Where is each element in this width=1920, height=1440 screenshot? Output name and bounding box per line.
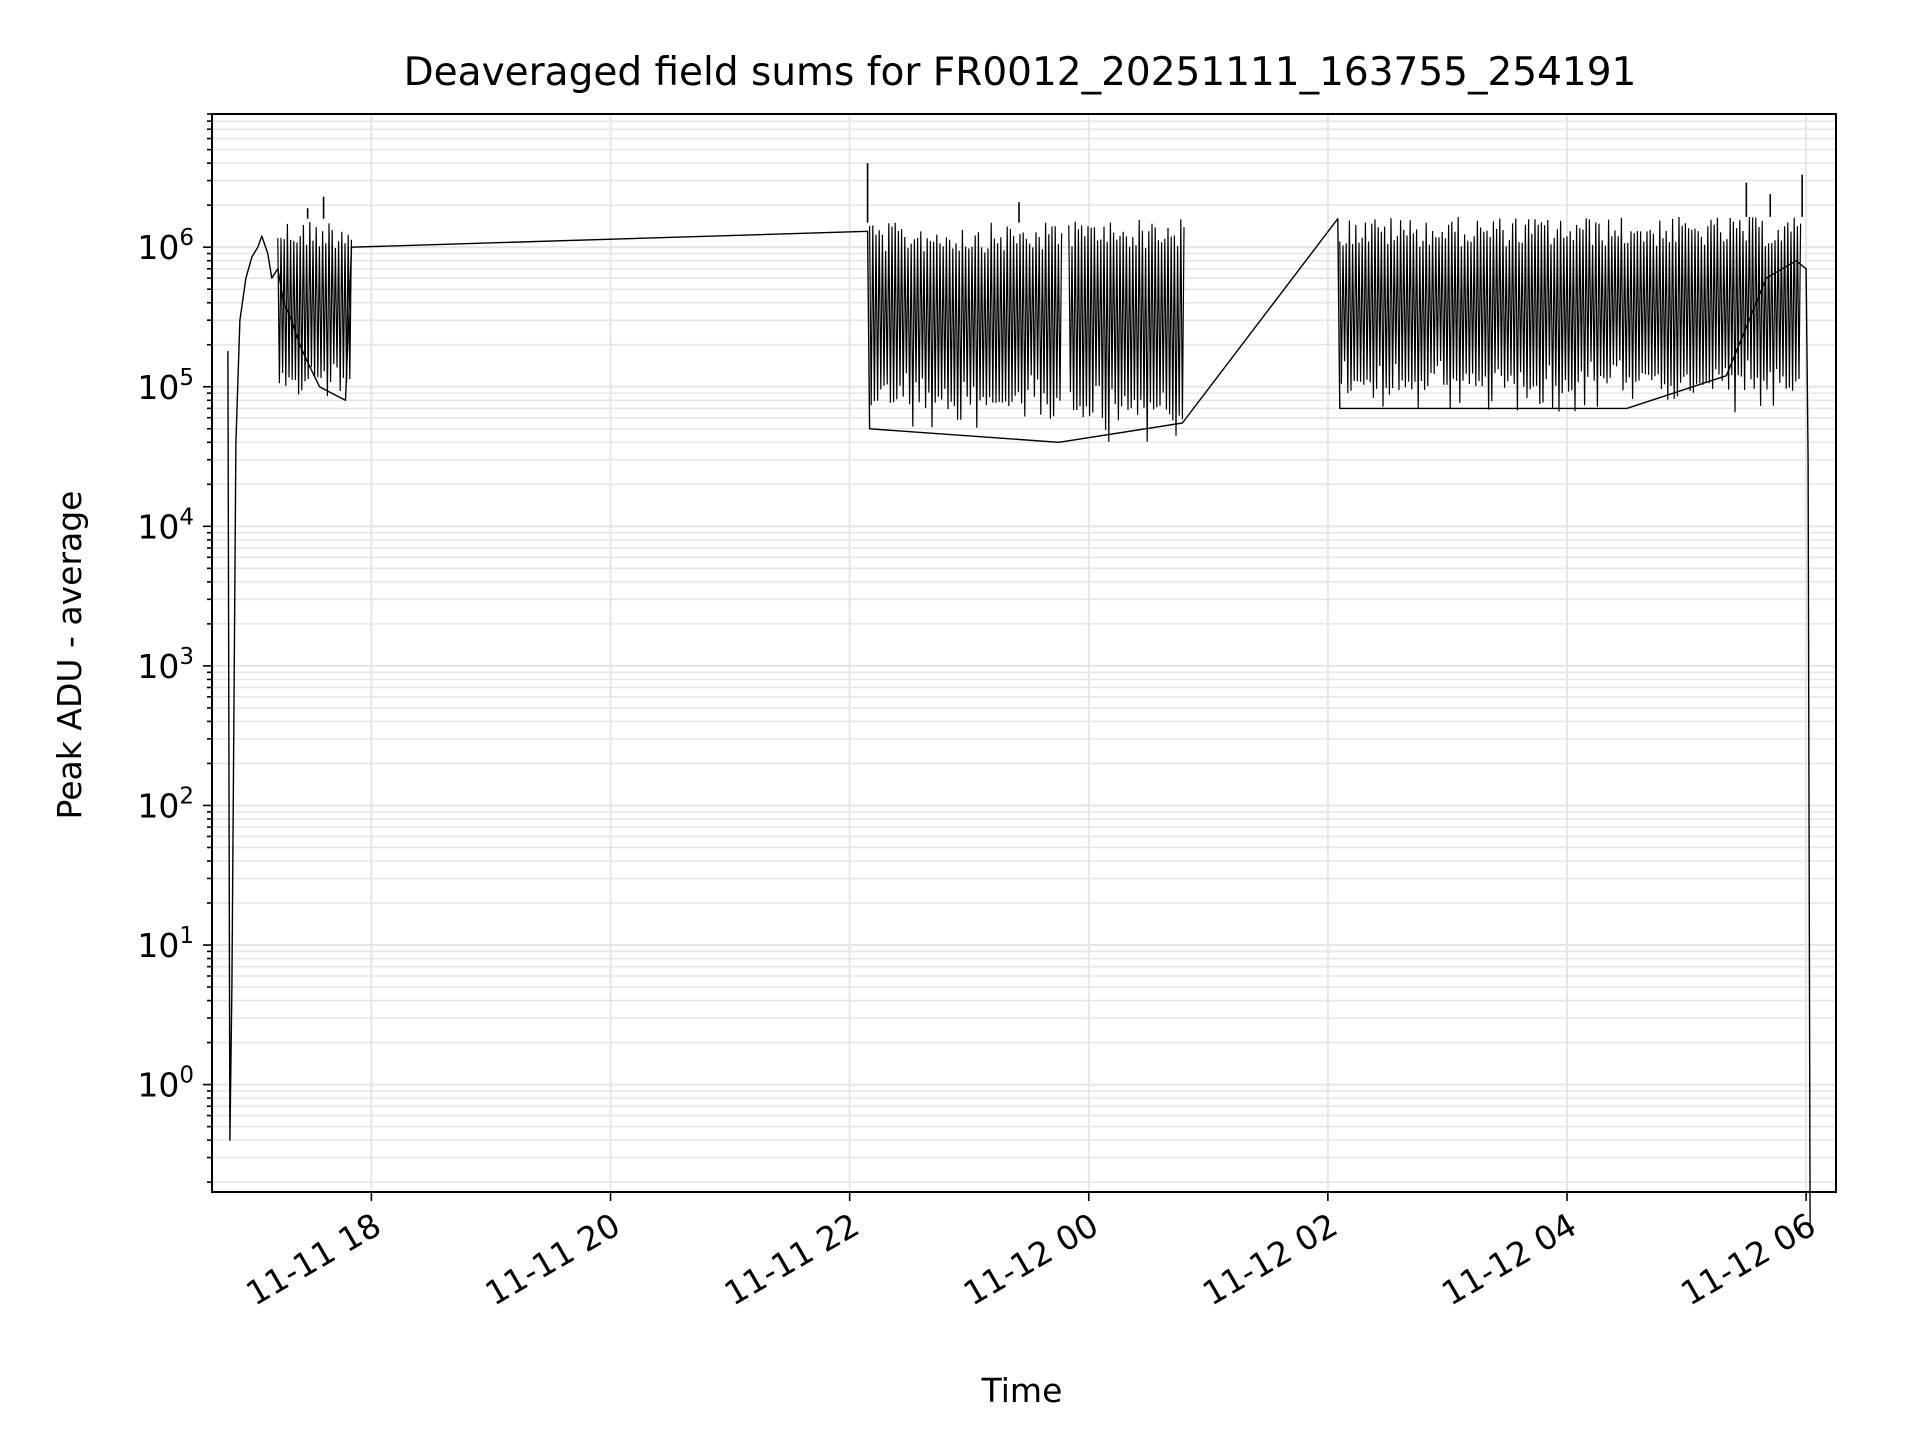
y-tick-base: 10 [137,507,179,546]
y-tick-exponent: 4 [179,504,194,530]
y-tick-label: 101 [137,923,194,965]
data-band [869,222,1063,428]
y-tick-label: 100 [137,1063,194,1105]
x-tick-label: 11-11 20 [479,1205,627,1313]
y-tick-base: 10 [137,228,179,267]
y-tick-exponent: 0 [179,1063,194,1089]
plot-frame [211,113,1837,1193]
x-tick-label: 11-11 22 [718,1205,866,1313]
y-tick-base: 10 [137,926,179,965]
y-tick-label: 104 [137,504,194,546]
data-band [1068,219,1185,442]
y-tick-exponent: 2 [179,783,194,809]
y-tick-base: 10 [137,786,179,825]
grid-lines [212,113,1836,1192]
y-axis-label: Peak ADU - average [50,491,89,820]
x-tick-label: 11-12 06 [1674,1205,1822,1313]
x-tick-label: 11-12 00 [957,1205,1105,1313]
y-tick-label: 106 [137,225,194,267]
x-tick-label: 11-12 04 [1435,1205,1583,1313]
x-axis-ticks: 11-11 18 11-11 20 11-11 22 11-12 00 11-12 02… [239,1192,1822,1313]
series-line [227,218,1811,1225]
y-tick-label: 103 [137,644,194,686]
x-tick-label: 11-12 02 [1196,1205,1344,1313]
y-tick-label: 105 [137,365,194,407]
x-axis-label: Time [981,1371,1063,1410]
y-tick-base: 10 [137,368,179,407]
y-tick-exponent: 3 [179,644,194,670]
x-tick-label: 11-11 18 [239,1205,387,1313]
y-tick-exponent: 6 [179,225,194,251]
y-tick-base: 10 [137,1066,179,1105]
chart-title: Deaveraged field sums for FR0012_2025111… [404,50,1637,95]
y-tick-exponent: 5 [179,365,194,391]
y-tick-exponent: 1 [179,923,194,949]
data-band [1339,216,1802,413]
data-bands [277,163,1803,442]
y-tick-label: 102 [137,783,194,825]
y-tick-base: 10 [137,647,179,686]
